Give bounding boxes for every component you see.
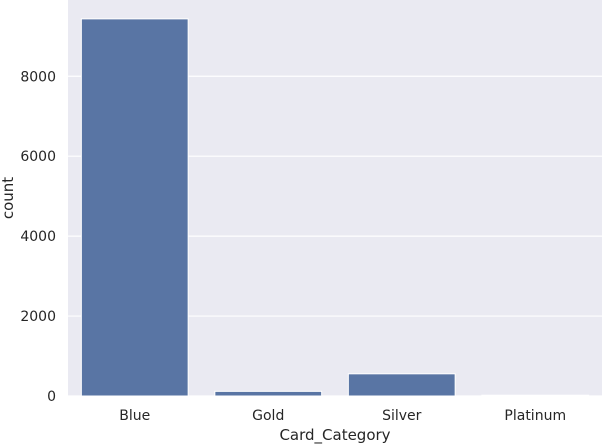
x-tick-label: Silver — [382, 408, 422, 424]
y-tick-label: 6000 — [20, 149, 56, 165]
x-axis-ticks: Blue Gold Silver Platinum — [119, 408, 566, 424]
x-tick-label: Blue — [119, 408, 150, 424]
y-tick-label: 8000 — [20, 69, 56, 85]
y-tick-label: 2000 — [20, 309, 56, 325]
bar-silver — [347, 373, 456, 397]
y-tick-label: 4000 — [20, 229, 56, 245]
bar-gold — [214, 390, 323, 397]
y-axis-label: count — [0, 177, 17, 219]
bar-blue — [80, 18, 189, 397]
y-tick-label: 0 — [47, 389, 56, 405]
bar-platinum — [481, 394, 590, 397]
bars — [80, 18, 590, 397]
y-axis-ticks: 0 2000 4000 6000 8000 — [20, 69, 56, 405]
x-tick-label: Gold — [252, 408, 284, 424]
x-axis-label: Card_Category — [279, 426, 390, 444]
x-tick-label: Platinum — [504, 408, 566, 424]
